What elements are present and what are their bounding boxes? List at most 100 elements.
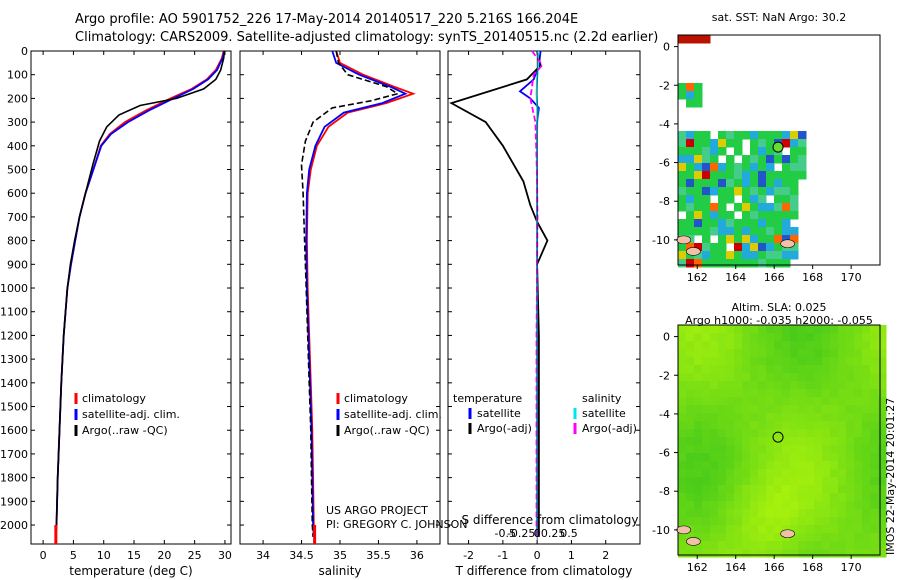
sla-map-cell	[694, 429, 703, 438]
sla-map-cell	[830, 389, 839, 398]
sla-map-cell	[822, 373, 831, 382]
sst-map-cell	[774, 227, 783, 236]
sla-map-cell	[822, 477, 831, 486]
sst-map-cell	[774, 203, 783, 212]
sla-map-cell	[710, 381, 719, 390]
sst-map-argo-marker	[772, 141, 784, 153]
sla-map-cell	[838, 381, 847, 390]
sst-map-ytick-label: -2	[659, 79, 670, 92]
sla-map-cell	[878, 333, 887, 342]
sst-map-cell	[686, 219, 695, 228]
sla-map-cell	[806, 421, 815, 430]
sla-map-cell	[814, 437, 823, 446]
sla-map-cell	[694, 325, 703, 334]
difference-legend-label: satellite	[477, 407, 521, 420]
salinity-series-line	[305, 50, 408, 537]
sla-map-cell	[694, 549, 703, 558]
sla-map-cell	[790, 501, 799, 510]
sla-map-cell	[774, 341, 783, 350]
sst-map-cell	[678, 195, 687, 204]
sla-map-cell	[750, 349, 759, 358]
sst-map-cell	[790, 171, 799, 180]
sla-map-cell	[774, 549, 783, 558]
sla-map-cell	[878, 413, 887, 422]
sla-map-cell	[726, 381, 735, 390]
sst-map-cell	[734, 147, 743, 156]
sla-map-cell	[782, 413, 791, 422]
sla-map-cell	[814, 325, 823, 334]
difference-xtick-label: 1	[568, 549, 575, 562]
sla-map-cell	[830, 365, 839, 374]
sla-map-cell	[798, 509, 807, 518]
sla-map-cell	[878, 365, 887, 374]
sla-map-cell	[718, 445, 727, 454]
sla-map-cell	[790, 549, 799, 558]
sla-map-cell	[806, 413, 815, 422]
sla-map-cell	[878, 517, 887, 526]
sla-map-cell	[862, 485, 871, 494]
sst-map-cell	[694, 179, 703, 188]
sst-map-cell	[694, 99, 703, 108]
sla-map-cell	[678, 357, 687, 366]
sla-map-cell	[830, 381, 839, 390]
sla-map-cell	[742, 341, 751, 350]
temperature-ytick-label: 1300	[0, 353, 28, 366]
sst-map-cell	[774, 187, 783, 196]
sst-map-cell	[742, 131, 751, 140]
sla-map-cell	[758, 541, 767, 550]
sla-map-cell	[878, 541, 887, 550]
sla-map-cell	[870, 485, 879, 494]
sla-map-cell	[798, 549, 807, 558]
sla-map-cell	[782, 469, 791, 478]
sla-map-cell	[774, 469, 783, 478]
salinity-xtick-label: 34	[256, 549, 270, 562]
sla-map-cell	[750, 501, 759, 510]
sla-map-cell	[702, 517, 711, 526]
sla-map-cell	[750, 533, 759, 542]
sla-map-cell	[750, 541, 759, 550]
sla-map-cell	[678, 445, 687, 454]
sla-map-cell	[766, 469, 775, 478]
sst-map-ytick-label: -8	[659, 195, 670, 208]
sla-map-cell	[870, 341, 879, 350]
sla-map-cell	[822, 533, 831, 542]
sla-map-cell	[750, 437, 759, 446]
sst-map-cell	[678, 227, 687, 236]
sla-map-cell	[878, 325, 887, 334]
sst-map-cell	[750, 171, 759, 180]
sla-map-cell	[694, 357, 703, 366]
sla-map-cell	[782, 373, 791, 382]
sla-map-cell	[878, 533, 887, 542]
sst-map-cell	[766, 211, 775, 220]
sla-map-cell	[790, 421, 799, 430]
sla-map-xtick-label: 166	[764, 561, 785, 574]
sst-map-cell	[758, 211, 767, 220]
sla-map-cell	[846, 325, 855, 334]
sla-map-cell	[862, 389, 871, 398]
sla-map-cell	[766, 341, 775, 350]
sla-map-cell	[846, 453, 855, 462]
sla-map-cell	[766, 477, 775, 486]
sst-map-cell	[702, 163, 711, 172]
sla-map-cell	[814, 493, 823, 502]
sla-map-cell	[798, 413, 807, 422]
sla-map-cell	[878, 421, 887, 430]
sla-map-cell	[798, 469, 807, 478]
sst-map-cell	[774, 171, 783, 180]
sla-map-cell	[814, 349, 823, 358]
sst-map-cell	[774, 131, 783, 140]
temperature-xtick-label: 20	[157, 549, 171, 562]
sla-map-cell	[766, 389, 775, 398]
sla-map-cell	[758, 325, 767, 334]
sla-map-cell	[702, 501, 711, 510]
sla-map-cell	[742, 413, 751, 422]
sla-map-cell	[846, 437, 855, 446]
sst-map-cell	[718, 243, 727, 252]
sla-map-cell	[822, 501, 831, 510]
sla-map-cell	[878, 477, 887, 486]
sla-map-cell	[758, 525, 767, 534]
sla-map-cell	[742, 453, 751, 462]
sla-map-cell	[734, 453, 743, 462]
sla-map-cell	[790, 413, 799, 422]
sla-map-cell	[838, 405, 847, 414]
